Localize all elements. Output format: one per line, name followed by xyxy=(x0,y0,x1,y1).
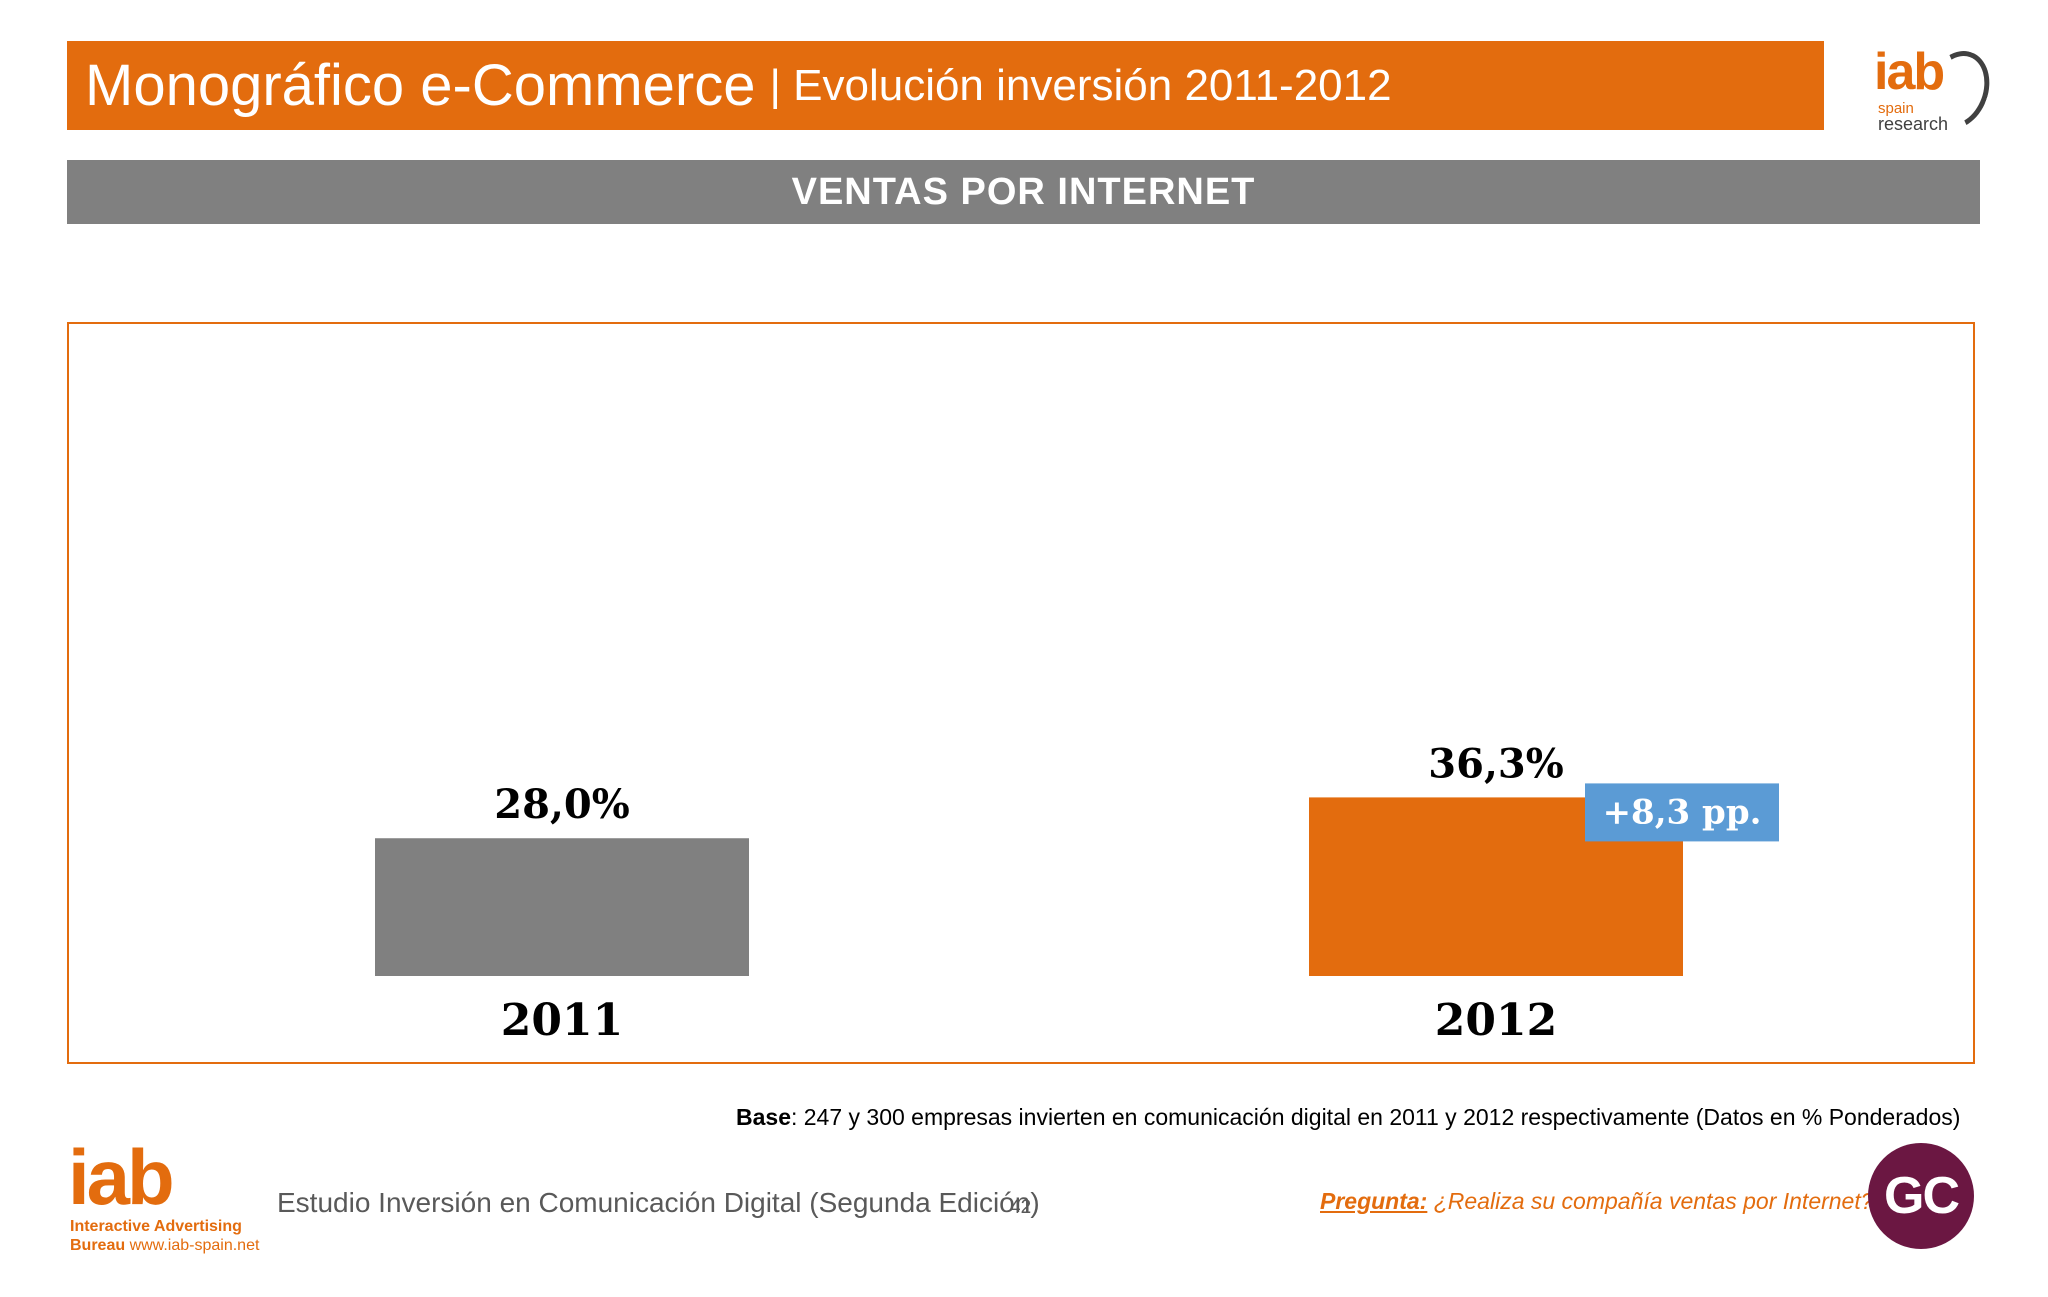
bar-2011 xyxy=(375,838,749,976)
logo-spain-text: spain xyxy=(1878,100,1914,117)
title-bar: Monográfico e-Commerce | Evolución inver… xyxy=(67,41,1824,130)
study-title: Estudio Inversión en Comunicación Digita… xyxy=(277,1187,1040,1218)
logo-iab-text: iab xyxy=(1874,43,1945,101)
section-header: VENTAS POR INTERNET xyxy=(67,160,1980,224)
iab-logo-url: www.iab-spain.net xyxy=(125,1237,260,1254)
base-note: Base: 247 y 300 empresas invierten en co… xyxy=(736,1104,1960,1131)
iab-logo-bureau: Bureau xyxy=(70,1237,126,1254)
question-text: ¿Realiza su compañía ventas por Internet… xyxy=(1427,1188,1874,1214)
page-subtitle: | Evolución inversión 2011-2012 xyxy=(769,60,1392,110)
base-label: Base xyxy=(736,1104,791,1130)
iab-logo-line2: Bureau www.iab-spain.net xyxy=(70,1237,259,1255)
iab-logo: iab Interactive Advertising Bureau www.i… xyxy=(68,1133,278,1256)
iab-logo-line1: Interactive Advertising xyxy=(70,1218,242,1235)
change-annotation-label: +8,3 pp. xyxy=(1603,792,1762,832)
category-label-2011: 2011 xyxy=(501,995,623,1046)
chart-frame: 28,0% 2011 36,3% 2012 +8,3 pp. xyxy=(67,322,1975,1064)
page-number: 42 xyxy=(1010,1197,1032,1218)
iab-research-logo: iab spain research xyxy=(1868,38,2000,138)
question-label: Pregunta: xyxy=(1320,1188,1428,1214)
logo-research-text: research xyxy=(1878,114,1949,134)
bar-chart: 28,0% 2011 36,3% 2012 +8,3 pp. xyxy=(375,740,1779,1046)
category-label-2012: 2012 xyxy=(1435,995,1557,1046)
base-text: : 247 y 300 empresas invierten en comuni… xyxy=(790,1104,1961,1130)
change-annotation-box xyxy=(1585,783,1779,842)
iab-logo-text: iab xyxy=(68,1133,175,1221)
data-label-2012: 36,3% xyxy=(1428,740,1563,787)
gc-badge: GC xyxy=(1868,1143,1974,1249)
data-label-2011: 28,0% xyxy=(494,781,629,828)
question-note: Pregunta: ¿Realiza su compañía ventas po… xyxy=(1320,1188,1874,1215)
page-title: Monográfico e-Commerce xyxy=(85,53,756,118)
